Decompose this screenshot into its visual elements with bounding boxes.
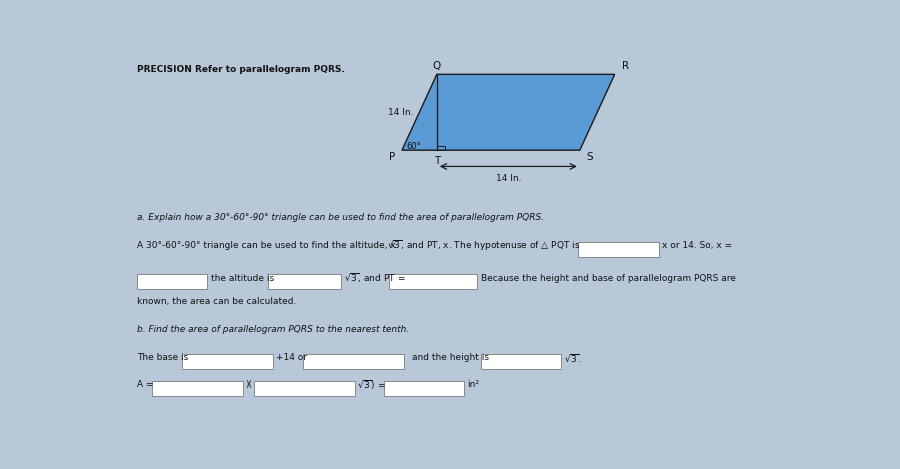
Text: $\sqrt{3}$.: $\sqrt{3}$. <box>563 352 581 363</box>
Bar <box>152 381 243 396</box>
Text: in²: in² <box>467 380 479 389</box>
Text: The base is: The base is <box>137 353 188 363</box>
Bar <box>137 274 207 289</box>
Bar <box>436 146 446 150</box>
Text: b. Find the area of parallelogram PQRS to the nearest tenth.: b. Find the area of parallelogram PQRS t… <box>137 325 410 334</box>
Text: )(: )( <box>245 380 252 389</box>
Bar <box>390 274 477 289</box>
Bar <box>303 354 404 369</box>
Text: R: R <box>622 61 629 71</box>
Bar <box>254 381 356 396</box>
Text: 14 In.: 14 In. <box>496 174 521 182</box>
Text: the altitude is: the altitude is <box>211 274 274 283</box>
Text: Q: Q <box>433 61 441 71</box>
Text: +14 or: +14 or <box>276 353 308 363</box>
Text: x or 14. So, x =: x or 14. So, x = <box>662 242 733 250</box>
Text: $\sqrt{3}$) =: $\sqrt{3}$) = <box>357 378 386 392</box>
Bar <box>268 274 341 289</box>
Text: $\sqrt{3}$, and PT, x. The hypotenuse of △ PQT is: $\sqrt{3}$, and PT, x. The hypotenuse of… <box>387 239 580 253</box>
Text: $\sqrt{3}$, and PT =: $\sqrt{3}$, and PT = <box>344 272 406 285</box>
Text: known, the area can be calculated.: known, the area can be calculated. <box>137 297 296 306</box>
Text: T: T <box>434 156 440 166</box>
Text: and the height is: and the height is <box>412 353 490 363</box>
Text: Because the height and base of parallelogram PQRS are: Because the height and base of parallelo… <box>482 274 736 283</box>
Text: P: P <box>389 152 395 162</box>
Bar <box>383 381 464 396</box>
Text: S: S <box>587 152 593 162</box>
Text: 60°: 60° <box>407 142 421 151</box>
Text: A 30°-60°-90° triangle can be used to find the altitude, x: A 30°-60°-90° triangle can be used to fi… <box>137 242 396 250</box>
Text: A =: A = <box>137 380 153 389</box>
Text: PRECISION Refer to parallelogram PQRS.: PRECISION Refer to parallelogram PQRS. <box>137 65 345 74</box>
Text: a. Explain how a 30°-60°-90° triangle can be used to find the area of parallelog: a. Explain how a 30°-60°-90° triangle ca… <box>137 213 544 222</box>
Bar <box>579 242 659 257</box>
Text: 14 In.: 14 In. <box>388 108 414 117</box>
Bar <box>182 354 273 369</box>
Bar <box>481 354 561 369</box>
Polygon shape <box>402 75 615 150</box>
